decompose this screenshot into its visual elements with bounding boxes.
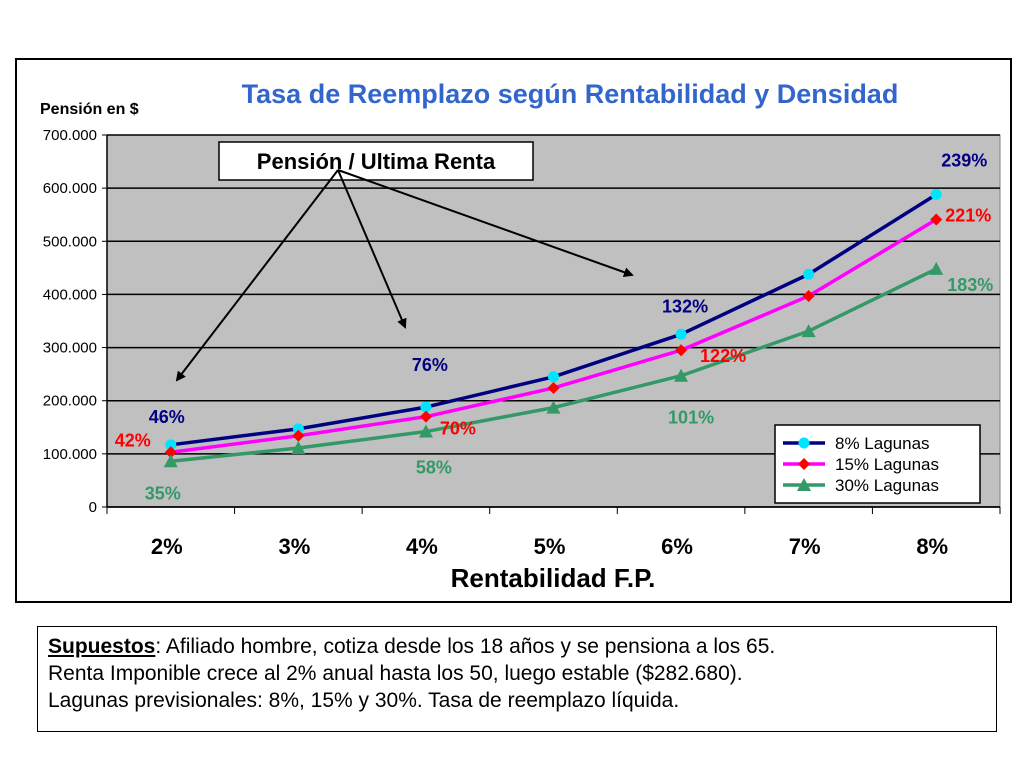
data-point: [801, 324, 816, 338]
data-label: 183%: [947, 275, 993, 295]
legend: 8% Lagunas 15% Lagunas 30% Lagunas: [774, 424, 981, 504]
callout-arrow: [337, 169, 634, 278]
data-label: 122%: [700, 346, 746, 366]
x-tick-label: 7%: [789, 534, 821, 559]
data-point: [930, 189, 942, 201]
callout-arrow: [175, 169, 339, 382]
data-point: [292, 429, 305, 442]
y-tick-label: 700.000: [43, 127, 97, 144]
x-tick-label: 4%: [406, 534, 438, 559]
callout-box: [218, 141, 534, 181]
data-label: 221%: [945, 205, 991, 225]
data-point: [420, 401, 432, 413]
legend-item: 30% Lagunas: [783, 476, 939, 495]
data-label: 76%: [412, 355, 448, 375]
data-label: 58%: [416, 458, 452, 478]
legend-item: 8% Lagunas: [783, 434, 930, 453]
legend-swatch-marker: [798, 458, 810, 470]
assumptions-box: Supuestos: Afiliado hombre, cotiza desde…: [37, 626, 997, 732]
series-30-lagunas: [163, 261, 944, 468]
data-point: [547, 381, 560, 394]
legend-item: 15% Lagunas: [783, 455, 939, 474]
data-point: [675, 328, 687, 340]
data-label: 42%: [115, 430, 151, 450]
data-point: [803, 268, 815, 280]
x-axis-label: Rentabilidad F.P.: [451, 563, 656, 593]
data-label: 132%: [662, 296, 708, 316]
legend-label: 30% Lagunas: [835, 476, 939, 495]
data-point: [419, 410, 432, 423]
assumptions-lead: Supuestos: [48, 635, 156, 658]
data-point: [929, 261, 944, 275]
chart-title: Tasa de Reemplazo según Rentabilidad y D…: [242, 79, 899, 109]
data-label: 46%: [149, 407, 185, 427]
legend-label: 8% Lagunas: [835, 434, 930, 453]
x-tick-label: 2%: [151, 534, 183, 559]
assumptions-line-1: : Afiliado hombre, cotiza desde los 18 a…: [155, 635, 776, 658]
series-15-lagunas: [164, 213, 943, 459]
data-point: [930, 213, 943, 226]
legend-label: 15% Lagunas: [835, 455, 939, 474]
assumptions-line-2: Renta Imponible crece al 2% anual hasta …: [48, 662, 743, 685]
legend-swatch-marker: [797, 478, 811, 491]
y-tick-label: 400.000: [43, 286, 97, 303]
data-label: 101%: [668, 408, 714, 428]
annotations: 46% 42% 35% 76% 70% 58% 132% 122% 101% 239% 221% 18…: [115, 151, 993, 504]
legend-swatch-marker: [798, 437, 810, 449]
data-point: [548, 371, 559, 383]
data-label: 35%: [145, 483, 181, 503]
data-point: [163, 454, 178, 468]
line-chart: 0 100.000 200.000 300.000 400.000 500.000 600.…: [40, 79, 1001, 593]
y-axis-label: Pensión en $: [40, 101, 139, 118]
y-tick-label: 500.000: [43, 233, 97, 250]
data-label: 239%: [941, 151, 987, 171]
data-point: [165, 439, 177, 451]
data-point: [802, 290, 815, 303]
data-point: [546, 400, 561, 414]
y-tick-label: 200.000: [43, 393, 97, 410]
data-point: [164, 446, 177, 459]
data-point: [418, 424, 433, 438]
callout-text: Pensión / Ultima Renta: [257, 149, 496, 174]
x-tick-label: 5%: [534, 534, 566, 559]
callout: Pensión / Ultima Renta: [175, 141, 634, 382]
data-label: 70%: [440, 419, 476, 439]
series-layer: [163, 189, 944, 468]
y-tick-label: 600.000: [43, 180, 97, 197]
y-tick-label: 100.000: [43, 446, 97, 463]
axes: 0 100.000 200.000 300.000 400.000 500.000 600.…: [43, 127, 1001, 559]
x-tick-label: 8%: [916, 534, 948, 559]
assumptions-line-3: Lagunas previsionales: 8%, 15% y 30%. Ta…: [48, 689, 680, 712]
data-point: [291, 441, 306, 455]
series-8-lagunas: [165, 189, 942, 451]
x-tick-label: 6%: [661, 534, 693, 559]
data-point: [292, 423, 304, 435]
y-tick-label: 0: [89, 499, 97, 516]
callout-arrow: [337, 169, 407, 329]
x-tick-label: 3%: [278, 534, 310, 559]
y-tick-label: 300.000: [43, 340, 97, 357]
data-point: [675, 344, 688, 357]
data-point: [674, 368, 689, 382]
